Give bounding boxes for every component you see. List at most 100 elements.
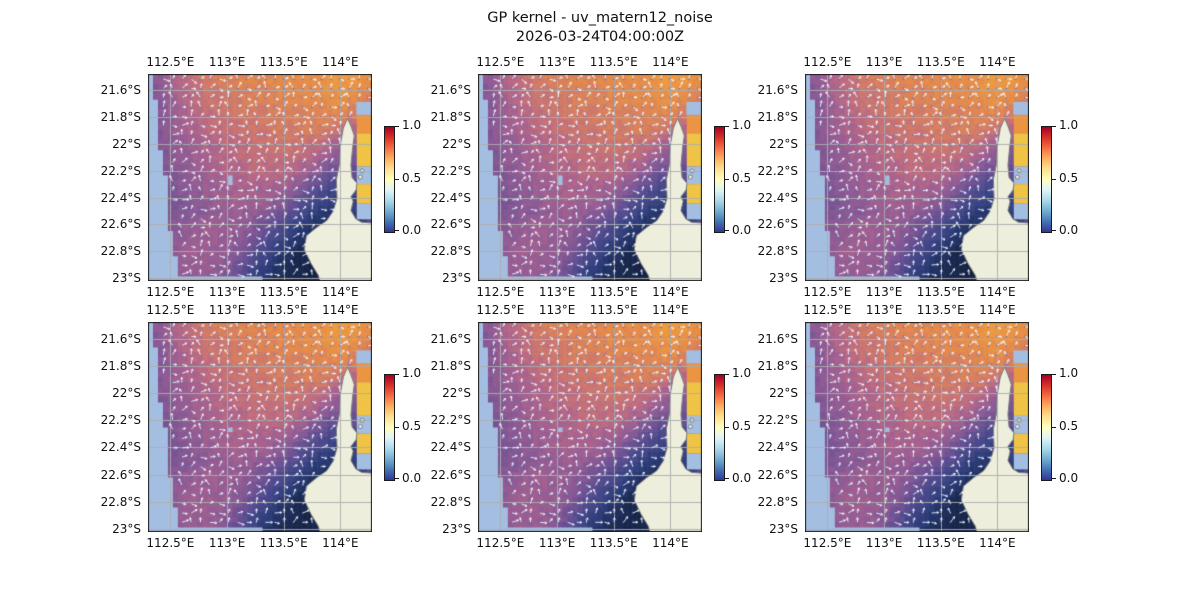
y-tick-label: 21.8°S bbox=[757, 110, 798, 125]
panel-r1c3-map bbox=[805, 74, 1029, 281]
x-tick-label-bottom: 112.5°E bbox=[146, 536, 195, 550]
x-tick-label-bottom: 113°E bbox=[208, 285, 246, 299]
panel-r2c1-colorbar bbox=[384, 374, 395, 481]
x-tick-label-bottom: 114°E bbox=[652, 536, 689, 550]
y-tick-label: 22.8°S bbox=[757, 494, 798, 509]
colorbar-tick bbox=[725, 178, 729, 180]
y-tick-label: 21.6°S bbox=[757, 331, 798, 346]
x-tick-label-top: 113.5°E bbox=[916, 303, 965, 317]
y-tick-label: 23°S bbox=[769, 270, 798, 285]
y-tick-label: 22.8°S bbox=[430, 244, 471, 259]
y-tick-label: 22.2°S bbox=[100, 163, 141, 178]
x-tick-label-bottom: 113°E bbox=[208, 536, 246, 550]
y-tick-label: 22.2°S bbox=[430, 163, 471, 178]
y-tick-label: 23°S bbox=[442, 521, 471, 536]
y-tick-label: 22°S bbox=[112, 385, 141, 400]
x-tick-label-top: 112.5°E bbox=[146, 55, 195, 69]
panel-r2c2-map bbox=[478, 322, 702, 532]
x-tick-label-bottom: 114°E bbox=[979, 285, 1016, 299]
x-tick-label-top: 113°E bbox=[865, 303, 903, 317]
colorbar-tick bbox=[725, 230, 729, 231]
y-tick-label: 23°S bbox=[112, 521, 141, 536]
y-tick-label: 21.8°S bbox=[100, 358, 141, 373]
y-tick-label: 22.4°S bbox=[757, 190, 798, 205]
x-tick-label-bottom: 112.5°E bbox=[146, 285, 195, 299]
y-tick-label: 23°S bbox=[769, 521, 798, 536]
y-tick-label: 22.4°S bbox=[757, 440, 798, 455]
x-tick-label-top: 113°E bbox=[538, 303, 576, 317]
y-tick-label: 22.8°S bbox=[757, 244, 798, 259]
colorbar-tick-label: 0.0 bbox=[732, 471, 752, 485]
y-tick-label: 22°S bbox=[112, 136, 141, 151]
panel-r2c3-colorbar bbox=[1041, 374, 1052, 481]
y-tick-label: 21.6°S bbox=[100, 331, 141, 346]
y-tick-label: 22.2°S bbox=[757, 413, 798, 428]
y-tick-label: 21.8°S bbox=[757, 358, 798, 373]
y-tick-label: 22.6°S bbox=[430, 217, 471, 232]
y-tick-label: 22.6°S bbox=[100, 467, 141, 482]
panel-r1c1-map bbox=[148, 74, 372, 281]
y-tick-label: 22°S bbox=[442, 136, 471, 151]
colorbar-tick bbox=[1052, 478, 1056, 479]
y-tick-label: 21.8°S bbox=[430, 358, 471, 373]
colorbar-tick-label: 1.0 bbox=[402, 366, 422, 380]
y-tick-label: 22.4°S bbox=[100, 190, 141, 205]
y-tick-label: 22°S bbox=[769, 136, 798, 151]
x-tick-label-bottom: 113.5°E bbox=[259, 536, 308, 550]
x-tick-label-top: 114°E bbox=[979, 55, 1016, 69]
x-tick-label-bottom: 112.5°E bbox=[476, 285, 525, 299]
colorbar-tick bbox=[395, 426, 399, 428]
panel-r1c1-colorbar bbox=[384, 126, 395, 233]
x-tick-label-bottom: 113.5°E bbox=[916, 536, 965, 550]
colorbar-tick-label: 1.0 bbox=[402, 118, 422, 132]
colorbar-tick bbox=[395, 374, 399, 375]
colorbar-tick bbox=[1052, 178, 1056, 180]
x-tick-label-top: 113°E bbox=[865, 55, 903, 69]
colorbar-tick bbox=[395, 126, 399, 127]
colorbar-tick bbox=[1052, 426, 1056, 428]
colorbar-tick-label: 1.0 bbox=[1059, 366, 1079, 380]
y-tick-label: 23°S bbox=[442, 270, 471, 285]
x-tick-label-top: 113°E bbox=[208, 303, 246, 317]
figure-title-line2: 2026-03-24T04:00:00Z bbox=[515, 29, 685, 45]
colorbar-tick bbox=[725, 426, 729, 428]
x-tick-label-top: 113.5°E bbox=[589, 55, 638, 69]
x-tick-label-bottom: 113.5°E bbox=[589, 536, 638, 550]
panel-r1c2-colorbar bbox=[714, 126, 725, 233]
y-tick-label: 22.2°S bbox=[430, 413, 471, 428]
y-tick-label: 21.6°S bbox=[757, 83, 798, 98]
colorbar-tick bbox=[725, 374, 729, 375]
colorbar-tick-label: 0.5 bbox=[732, 418, 752, 433]
colorbar-tick-label: 0.5 bbox=[402, 170, 422, 185]
y-tick-label: 21.6°S bbox=[100, 83, 141, 98]
colorbar-tick-label: 0.0 bbox=[402, 471, 422, 485]
colorbar-tick-label: 1.0 bbox=[1059, 118, 1079, 132]
y-tick-label: 22.4°S bbox=[430, 190, 471, 205]
x-tick-label-top: 112.5°E bbox=[476, 55, 525, 69]
x-tick-label-top: 112.5°E bbox=[803, 55, 852, 69]
x-tick-label-top: 112.5°E bbox=[803, 303, 852, 317]
y-tick-label: 21.6°S bbox=[430, 331, 471, 346]
colorbar-tick-label: 0.5 bbox=[732, 170, 752, 185]
x-tick-label-bottom: 113.5°E bbox=[589, 285, 638, 299]
x-tick-label-top: 112.5°E bbox=[146, 303, 195, 317]
y-tick-label: 22.6°S bbox=[430, 467, 471, 482]
x-tick-label-top: 113°E bbox=[538, 55, 576, 69]
x-tick-label-bottom: 112.5°E bbox=[803, 285, 852, 299]
panel-r2c3-map bbox=[805, 322, 1029, 532]
x-tick-label-bottom: 113.5°E bbox=[916, 285, 965, 299]
colorbar-tick-label: 0.0 bbox=[1059, 471, 1079, 485]
x-tick-label-top: 113.5°E bbox=[259, 303, 308, 317]
y-tick-label: 22.4°S bbox=[430, 440, 471, 455]
y-tick-label: 22.6°S bbox=[757, 217, 798, 232]
x-tick-label-top: 114°E bbox=[979, 303, 1016, 317]
colorbar-tick-label: 1.0 bbox=[732, 118, 752, 132]
y-tick-label: 22.6°S bbox=[100, 217, 141, 232]
panel-r1c2-map bbox=[478, 74, 702, 281]
x-tick-label-top: 114°E bbox=[652, 303, 689, 317]
y-tick-label: 22.2°S bbox=[100, 413, 141, 428]
x-tick-label-top: 112.5°E bbox=[476, 303, 525, 317]
colorbar-tick-label: 0.0 bbox=[1059, 223, 1079, 237]
y-tick-label: 22.4°S bbox=[100, 440, 141, 455]
